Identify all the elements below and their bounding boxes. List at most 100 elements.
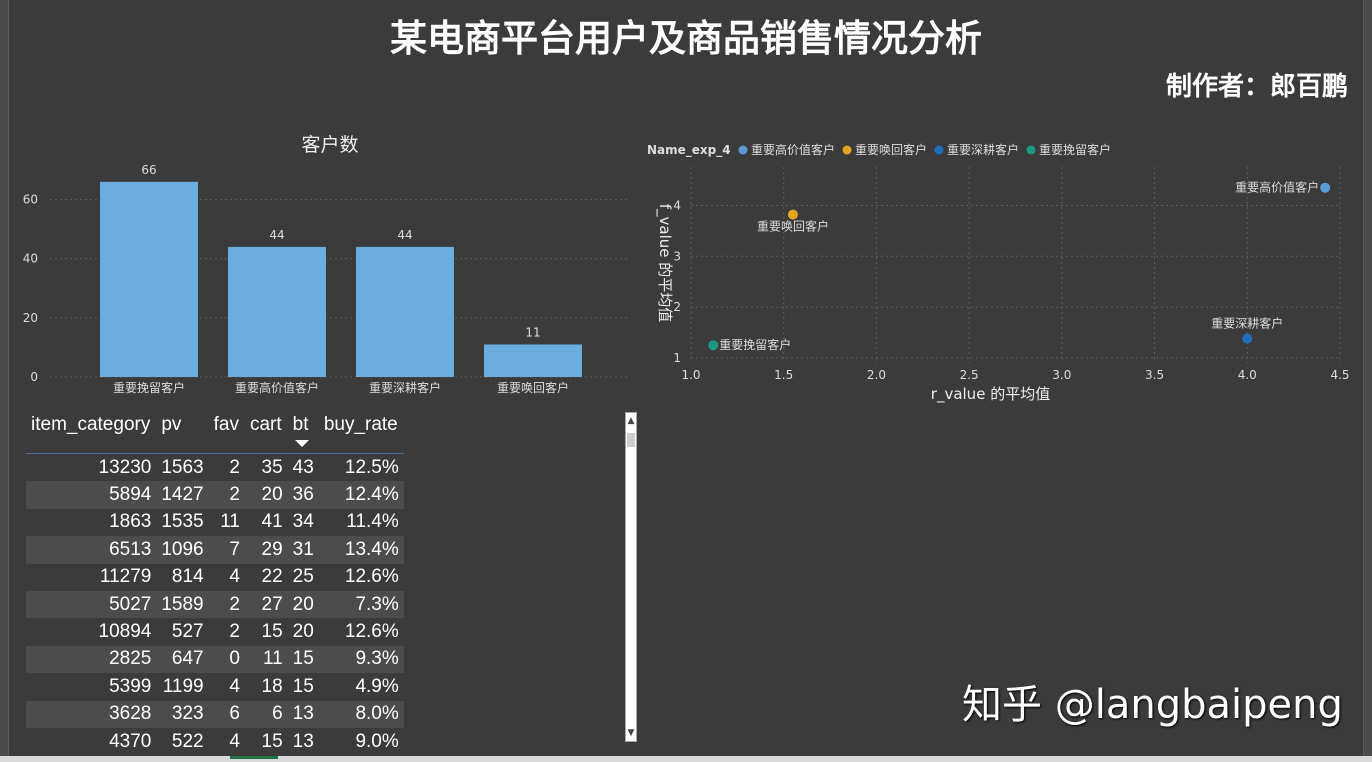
table-row[interactable]: 11279 814 4 22 25 12.6%: [26, 564, 404, 591]
scroll-up-icon[interactable]: ▲: [627, 416, 635, 426]
bar[interactable]: [100, 181, 198, 377]
table-cell-bt: 20: [292, 593, 314, 615]
table-cell-fav: 11: [220, 511, 240, 533]
scatter-point[interactable]: [1242, 333, 1253, 344]
scatter-y-tick-label: 2: [673, 300, 681, 314]
sort-descending-icon[interactable]: [294, 440, 309, 447]
column-header-bt[interactable]: bt: [287, 410, 319, 454]
table-cell-item_category: 13230: [98, 456, 152, 478]
bar-category-label: 重要唤回客户: [497, 380, 569, 395]
column-header-label: bt: [292, 414, 309, 435]
table-cell-item_category: 5027: [109, 593, 152, 615]
item-category-table[interactable]: item_category pv fav cart bt buy_rate 13230 15…: [26, 410, 446, 755]
table-cell-bt: 15: [292, 675, 314, 697]
table-cell-buy_rate: 7.3%: [355, 593, 399, 615]
scatter-y-tick-label: 4: [673, 198, 681, 212]
table-cell-item_category: 10894: [98, 621, 152, 643]
table-cell-pv: 1427: [161, 484, 204, 506]
table-cell-fav: 4: [229, 675, 240, 697]
table-row[interactable]: 1863 1535 11 41 34 11.4%: [26, 509, 404, 536]
scroll-down-icon[interactable]: ▼: [627, 728, 635, 738]
column-header-label: fav: [213, 414, 239, 435]
table-cell-item_category: 3628: [109, 703, 152, 725]
table-cell-pv: 527: [171, 621, 204, 643]
dashboard-title: 某电商平台用户及商品销售情况分析: [390, 17, 982, 60]
bar-y-tick-label: 60: [23, 193, 38, 207]
table-cell-fav: 4: [229, 566, 240, 588]
table-cell-buy_rate: 12.6%: [344, 566, 399, 588]
scatter-x-axis-title: r_value 的平均值: [931, 385, 1050, 404]
table-cell-buy_rate: 12.5%: [344, 456, 399, 478]
scatter-legend-title: Name_exp_4: [647, 143, 731, 158]
scatter-legend-entry: 重要唤回客户: [855, 142, 927, 157]
table-cell-bt: 36: [292, 484, 314, 506]
column-header-buy_rate[interactable]: buy_rate: [318, 410, 404, 454]
table-row[interactable]: 10894 527 2 15 20 12.6%: [26, 618, 404, 645]
table-cell-bt: 43: [292, 456, 314, 478]
column-header-item_category[interactable]: item_category: [26, 410, 157, 454]
column-header-cart[interactable]: cart: [244, 410, 288, 454]
table-row[interactable]: 4370 522 4 15 13 9.0%: [26, 728, 404, 755]
bar-chart-title: 客户数: [301, 134, 359, 156]
scatter-point[interactable]: [787, 209, 798, 220]
table-row[interactable]: 5399 1199 4 18 15 4.9%: [26, 673, 404, 700]
table-cell-cart: 27: [261, 593, 283, 615]
legend-marker-icon: [738, 145, 748, 155]
table-cell-buy_rate: 9.3%: [355, 648, 399, 670]
bar[interactable]: [228, 246, 326, 377]
legend-marker-icon: [842, 145, 852, 155]
table-row[interactable]: 6513 1096 7 29 31 13.4%: [26, 536, 404, 564]
author-label: 制作者：郎百鹏: [1165, 72, 1348, 102]
table-cell-fav: 2: [229, 621, 240, 643]
table-cell-pv: 1535: [161, 511, 204, 533]
sheet-tab-active[interactable]: [230, 756, 278, 759]
window-right-border: [1363, 0, 1372, 762]
table-cell-fav: 2: [229, 593, 240, 615]
table-cell-bt: 15: [292, 648, 314, 670]
table-row[interactable]: 5894 1427 2 20 36 12.4%: [26, 481, 404, 509]
column-header-label: buy_rate: [323, 414, 398, 435]
column-header-fav[interactable]: fav: [208, 410, 245, 454]
table-cell-cart: 15: [261, 730, 283, 752]
bar[interactable]: [484, 344, 582, 377]
table-cell-bt: 20: [292, 621, 314, 643]
table-cell-bt: 34: [292, 511, 314, 533]
bar-category-label: 重要挽留客户: [113, 380, 185, 395]
scatter-x-tick-label: 4.0: [1238, 368, 1257, 382]
sheet-tab-bar[interactable]: [0, 756, 1372, 762]
scatter-x-tick-label: 3.0: [1052, 368, 1071, 382]
bar-y-tick-label: 40: [23, 252, 38, 266]
table-cell-buy_rate: 9.0%: [355, 730, 399, 752]
scatter-x-tick-label: 2.5: [960, 368, 979, 382]
column-header-label: cart: [249, 414, 282, 435]
bar-value-label: 11: [525, 325, 540, 339]
scatter-point-label: 重要唤回客户: [757, 219, 829, 234]
table-row[interactable]: 5027 1589 2 27 20 7.3%: [26, 590, 404, 619]
bar-category-label: 重要高价值客户: [235, 380, 319, 395]
scatter-point[interactable]: [1320, 182, 1331, 193]
table-cell-bt: 31: [292, 538, 314, 560]
table-cell-fav: 7: [229, 538, 240, 560]
table-cell-fav: 2: [229, 484, 240, 506]
table-cell-pv: 323: [171, 703, 204, 725]
bar-value-label: 44: [269, 228, 284, 242]
table-row[interactable]: 2825 647 0 11 15 9.3%: [26, 645, 404, 674]
table-cell-cart: 15: [261, 621, 283, 643]
bar-value-label: 66: [141, 163, 156, 177]
table-header-row: item_category pv fav cart bt buy_rate: [26, 410, 404, 454]
table-scrollbar[interactable]: ▲ ▼: [625, 412, 637, 742]
scatter-x-tick-label: 2.0: [867, 368, 886, 382]
table-cell-cart: 29: [261, 538, 283, 560]
table-cell-cart: 22: [261, 566, 283, 588]
scatter-point[interactable]: [708, 340, 719, 351]
table-row[interactable]: 3628 323 6 6 13 8.0%: [26, 700, 404, 728]
customer-count-bar-chart[interactable]: 0 20 40 60 66 重要挽留客户 44 重要高价值客户 44 重要深耕客户 11 重要唤回客户: [0, 160, 640, 405]
scatter-y-tick-label: 3: [673, 249, 681, 263]
table-row[interactable]: 13230 1563 2 35 43 12.5%: [26, 454, 404, 482]
legend-marker-icon: [1026, 145, 1036, 155]
column-header-pv[interactable]: pv: [156, 410, 209, 454]
scatter-point-label: 重要高价值客户: [1235, 180, 1319, 195]
scroll-thumb[interactable]: [627, 433, 635, 447]
bar[interactable]: [356, 246, 454, 377]
